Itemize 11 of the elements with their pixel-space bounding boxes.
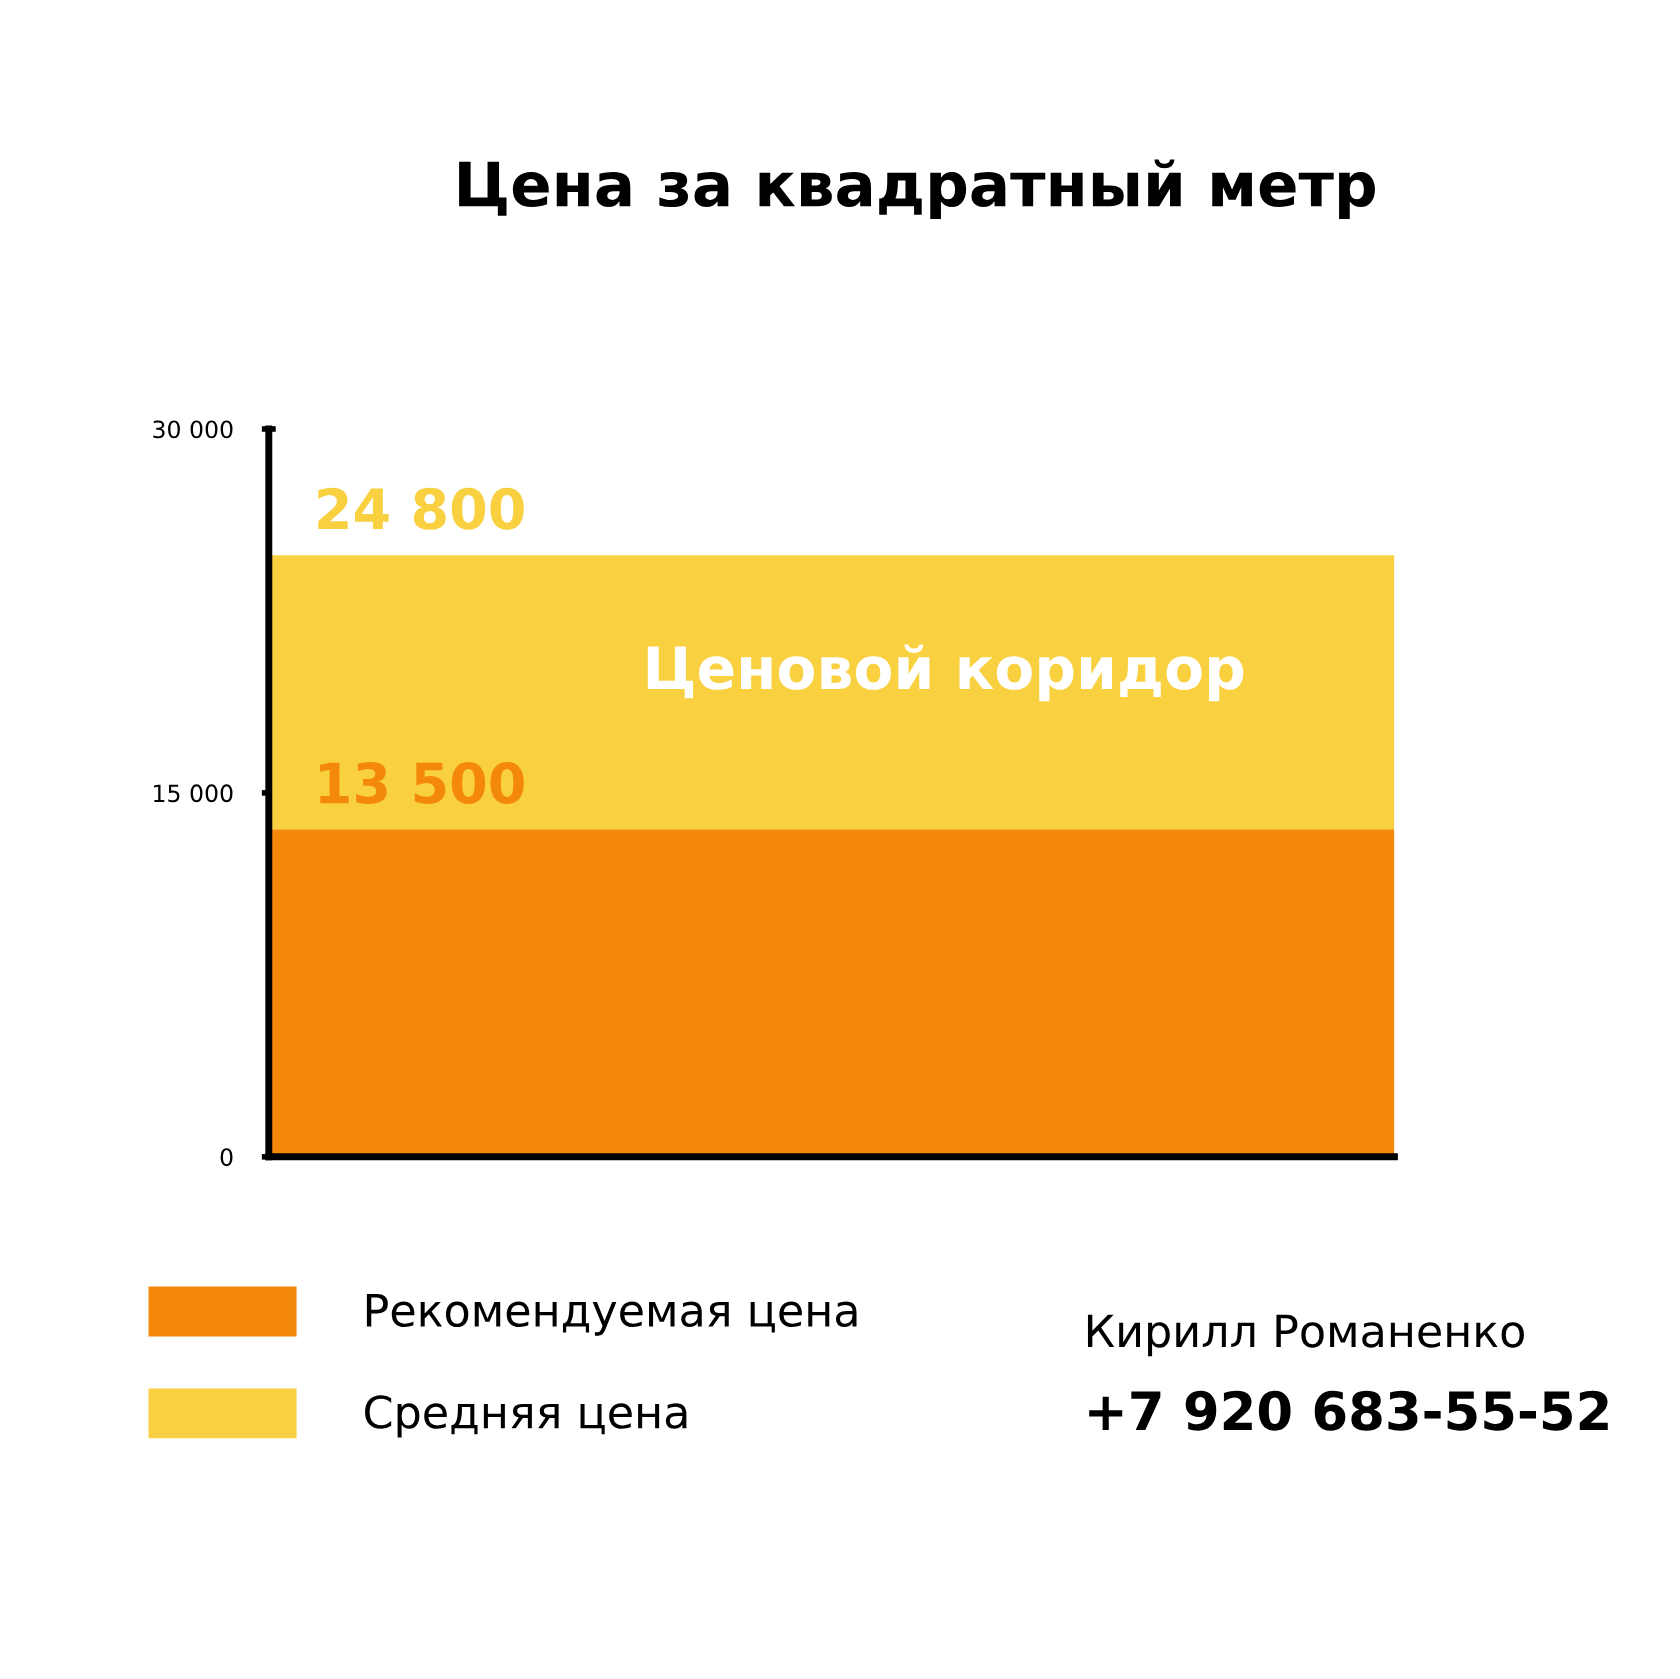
y-tick-label: 15 000 bbox=[154, 784, 233, 803]
legend-label: Рекомендуемая цена bbox=[366, 1294, 857, 1336]
annotation: 13 500 bbox=[320, 761, 524, 804]
annotation: Ценовой коридор bbox=[647, 644, 1244, 702]
text: Кирилл Романенко bbox=[1087, 1314, 1524, 1357]
y-tick-label: 30 000 bbox=[153, 420, 233, 439]
legend-label: Средняя цена bbox=[365, 1395, 687, 1438]
text: +7 920 683-55-52 bbox=[1089, 1390, 1608, 1431]
annotation: 24 800 bbox=[318, 487, 524, 530]
y-tick-label: 0 bbox=[220, 1148, 233, 1167]
chart-title: Цена за квадратный метр bbox=[459, 159, 1375, 219]
